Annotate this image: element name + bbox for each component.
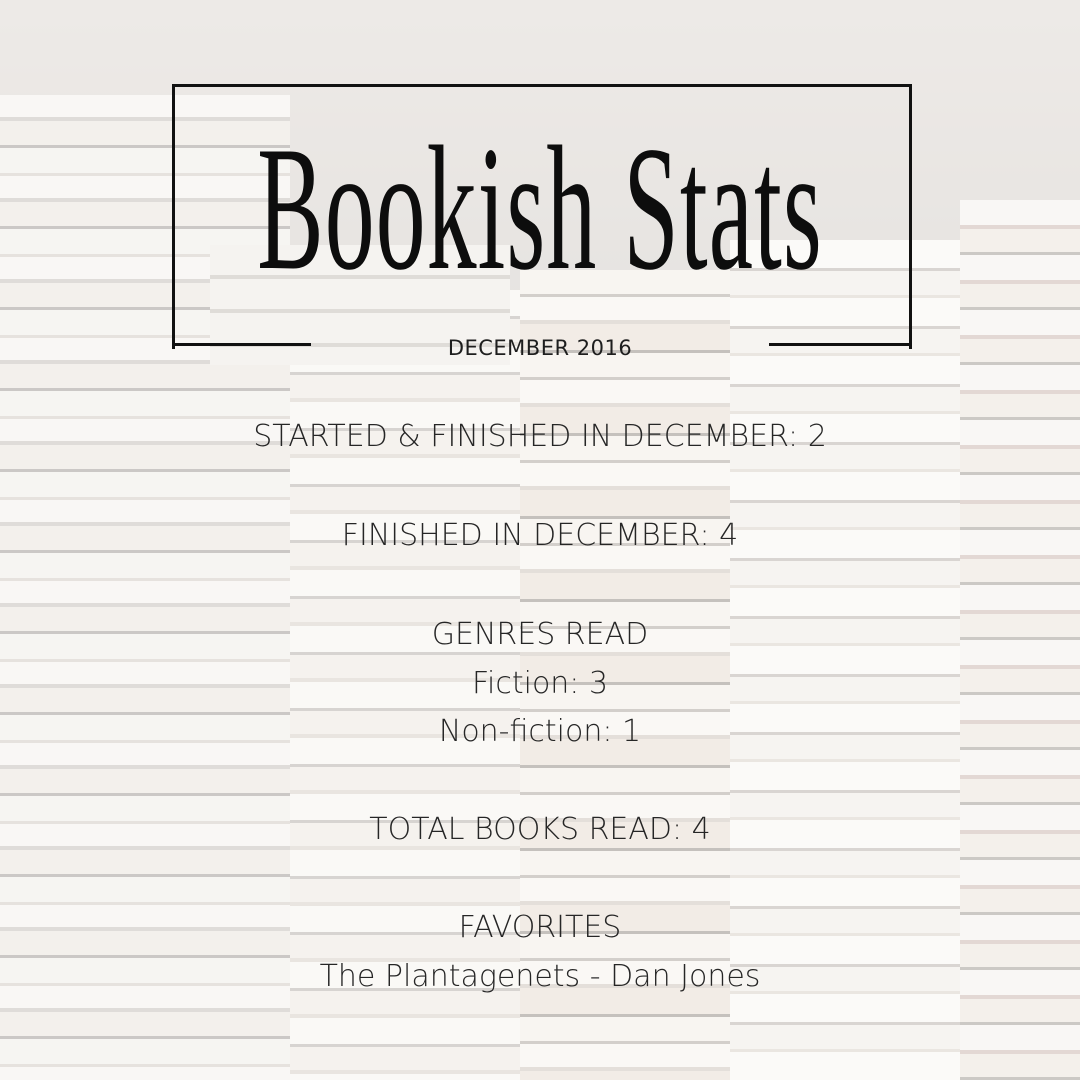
favorites-heading: FAVORITES	[458, 910, 622, 945]
stat-nonfiction: Non-fiction: 1	[438, 714, 642, 749]
stat-started-finished: STARTED & FINISHED IN DECEMBER: 2	[253, 419, 827, 454]
stat-finished: FINISHED IN DECEMBER: 4	[341, 518, 739, 553]
frame-bottom-line-right	[769, 343, 909, 346]
subtitle-date: DECEMBER 2016	[447, 336, 633, 360]
frame-bottom-line-left	[172, 343, 311, 346]
page-title: Bookish Stats	[257, 109, 823, 307]
stat-total: TOTAL BOOKS READ: 4	[369, 812, 711, 847]
title-frame	[172, 84, 912, 349]
favorite-item: The Plantagenets - Dan Jones	[319, 959, 761, 994]
stat-fiction: Fiction: 3	[471, 666, 609, 701]
genres-heading: GENRES READ	[431, 617, 649, 652]
